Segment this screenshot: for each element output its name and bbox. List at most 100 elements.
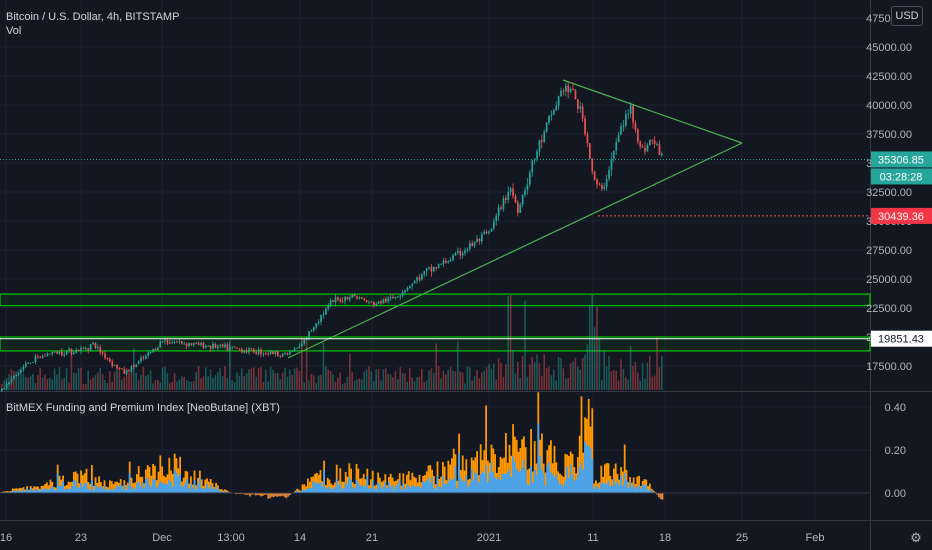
candle-body bbox=[181, 341, 183, 344]
volume-bar bbox=[17, 369, 20, 390]
volume-bar bbox=[77, 368, 80, 390]
candle-body bbox=[661, 153, 663, 156]
funding-bar-premium bbox=[92, 485, 95, 494]
candle-body bbox=[553, 110, 555, 115]
candle-body bbox=[286, 353, 289, 355]
funding-bar-rate bbox=[334, 487, 336, 493]
volume-bar bbox=[567, 377, 569, 390]
candle-body bbox=[219, 344, 222, 347]
funding-bar-rate bbox=[458, 453, 460, 493]
volume-bar bbox=[317, 375, 320, 390]
funding-bar-premium bbox=[155, 480, 158, 494]
volume-bar bbox=[637, 372, 639, 390]
funding-bar-premium bbox=[109, 480, 111, 494]
candle-body bbox=[65, 350, 68, 355]
candle-body bbox=[617, 134, 620, 143]
funding-bar-rate bbox=[24, 491, 27, 493]
funding-bar-premium bbox=[208, 481, 210, 494]
funding-bar-rate bbox=[362, 486, 365, 493]
volume-bar bbox=[507, 296, 509, 390]
countdown-tag-bg bbox=[871, 168, 932, 185]
volume-bar bbox=[651, 376, 653, 390]
volume-bar bbox=[209, 369, 212, 390]
funding-bar-rate bbox=[496, 479, 498, 493]
funding-bar-rate bbox=[512, 456, 514, 493]
volume-bar bbox=[646, 362, 649, 390]
funding-bar-rate bbox=[350, 479, 352, 493]
funding-bar-rate bbox=[627, 487, 630, 493]
funding-bar-rate bbox=[170, 481, 172, 493]
funding-bar-rate bbox=[433, 487, 435, 493]
volume-bar bbox=[231, 380, 233, 390]
candle-body bbox=[142, 357, 145, 359]
gear-icon[interactable]: ⚙ bbox=[910, 530, 922, 545]
volume-bar bbox=[128, 372, 130, 390]
volume-bar bbox=[505, 364, 507, 390]
volume-bar bbox=[485, 367, 488, 390]
currency-button[interactable]: USD bbox=[891, 6, 923, 26]
candle-body bbox=[329, 300, 332, 306]
symbol-title: Bitcoin / U.S. Dollar, 4h, BITSTAMP bbox=[6, 11, 180, 23]
volume-bar bbox=[493, 363, 495, 390]
volume-bar bbox=[363, 371, 365, 390]
funding-bar-rate bbox=[128, 473, 131, 493]
candle-body bbox=[500, 207, 502, 209]
candle-body bbox=[145, 355, 147, 359]
funding-bar-rate bbox=[127, 485, 129, 493]
volume-bar bbox=[577, 366, 579, 390]
volume-bar bbox=[353, 380, 356, 390]
volume-bar bbox=[452, 370, 454, 390]
volume-bar bbox=[236, 372, 238, 390]
candle-body bbox=[543, 131, 546, 142]
funding-bar-rate bbox=[197, 484, 199, 493]
funding-bar-premium bbox=[661, 493, 664, 500]
countdown-tag: 03:28:28 bbox=[880, 171, 923, 183]
funding-bar-premium bbox=[591, 408, 594, 494]
funding-bar-rate bbox=[492, 472, 495, 493]
funding-bar-rate bbox=[380, 488, 383, 493]
volume-bar bbox=[310, 373, 313, 390]
candle-body bbox=[334, 297, 337, 303]
funding-bar-rate bbox=[310, 488, 313, 493]
funding-bar-rate bbox=[346, 484, 349, 493]
candle-body bbox=[123, 369, 126, 374]
funding-bar-premium bbox=[519, 448, 522, 494]
price-tick-label: 25000.00 bbox=[866, 274, 912, 286]
volume-bar bbox=[572, 361, 574, 390]
candle-body bbox=[147, 352, 150, 356]
candle-body bbox=[250, 348, 253, 350]
volume-bar bbox=[349, 353, 351, 390]
funding-bar-premium bbox=[393, 481, 396, 494]
volume-bar bbox=[207, 376, 209, 390]
funding-bar-rate bbox=[425, 480, 428, 493]
funding-bar-rate bbox=[652, 491, 655, 493]
candle-body bbox=[363, 298, 366, 301]
price-tick-label: 42500.00 bbox=[866, 71, 912, 83]
candle-body bbox=[212, 343, 214, 349]
candle-body bbox=[497, 207, 500, 216]
volume-bar bbox=[53, 368, 56, 390]
funding-bar-rate bbox=[649, 489, 651, 493]
candle-body bbox=[154, 349, 157, 350]
candle-body bbox=[459, 250, 462, 256]
funding-bar-rate bbox=[470, 468, 473, 493]
volume-bar bbox=[512, 349, 514, 390]
volume-bar bbox=[238, 376, 241, 390]
funding-bar-rate bbox=[566, 466, 568, 493]
volume-bar bbox=[377, 369, 380, 390]
funding-bar-rate bbox=[325, 488, 327, 493]
funding-bar-premium bbox=[159, 455, 162, 494]
candle-body bbox=[430, 267, 433, 272]
candle-body bbox=[8, 382, 10, 384]
funding-bar-rate bbox=[343, 487, 345, 493]
volume-bar bbox=[195, 372, 197, 390]
volume-bar bbox=[524, 300, 526, 390]
volume-bar bbox=[517, 361, 519, 390]
funding-bar-premium bbox=[614, 463, 617, 494]
candle-body bbox=[255, 352, 258, 354]
funding-bar-premium bbox=[272, 493, 275, 498]
volume-bar bbox=[586, 344, 589, 390]
volume-bar bbox=[183, 376, 185, 390]
funding-bar-rate bbox=[213, 489, 216, 493]
